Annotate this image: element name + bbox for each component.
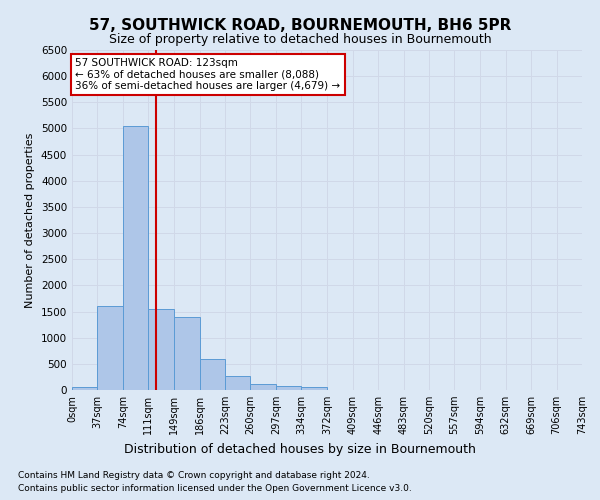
Bar [250,384,276,390]
Text: Size of property relative to detached houses in Bournemouth: Size of property relative to detached ho… [109,32,491,46]
Y-axis label: Number of detached properties: Number of detached properties [25,132,35,308]
Bar [200,358,225,390]
Bar [123,126,148,390]
Text: Contains HM Land Registry data © Crown copyright and database right 2024.: Contains HM Land Registry data © Crown c… [18,470,370,480]
Bar [97,306,123,390]
Bar [301,387,328,390]
Bar [174,317,200,390]
Bar [225,376,250,390]
Bar [148,309,174,390]
Text: Contains public sector information licensed under the Open Government Licence v3: Contains public sector information licen… [18,484,412,493]
Bar [72,388,97,390]
Text: Distribution of detached houses by size in Bournemouth: Distribution of detached houses by size … [124,442,476,456]
Text: 57 SOUTHWICK ROAD: 123sqm
← 63% of detached houses are smaller (8,088)
36% of se: 57 SOUTHWICK ROAD: 123sqm ← 63% of detac… [76,58,341,91]
Text: 57, SOUTHWICK ROAD, BOURNEMOUTH, BH6 5PR: 57, SOUTHWICK ROAD, BOURNEMOUTH, BH6 5PR [89,18,511,32]
Bar [276,386,301,390]
